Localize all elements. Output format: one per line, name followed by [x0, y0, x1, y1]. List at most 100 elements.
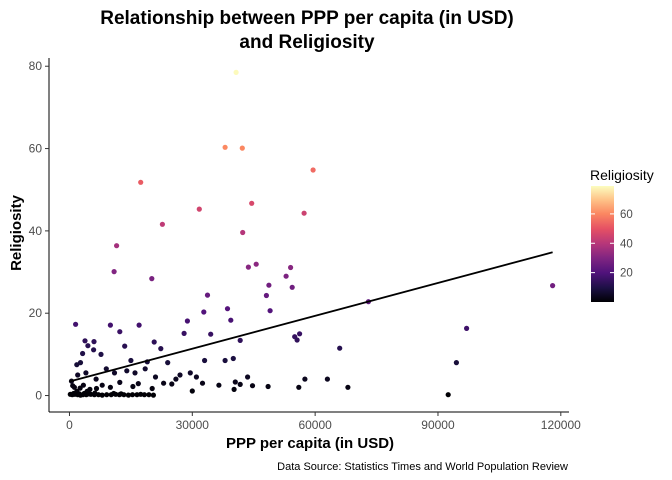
data-point	[92, 390, 98, 396]
data-point	[99, 392, 105, 398]
data-point	[111, 269, 117, 275]
data-point	[233, 69, 239, 75]
x-tick-label: 0	[66, 418, 73, 432]
data-point	[82, 338, 88, 344]
data-point	[118, 391, 124, 397]
y-tick-label: 0	[35, 389, 42, 403]
data-point	[445, 392, 451, 398]
chart-title-line-1: Relationship between PPP per capita (in …	[100, 8, 514, 29]
data-point	[173, 376, 179, 382]
trend-line	[69, 251, 553, 383]
data-point	[103, 366, 109, 372]
data-point	[80, 382, 86, 388]
data-point	[230, 355, 236, 362]
x-axis-title: PPP per capita (in USD)	[226, 435, 394, 452]
data-point	[81, 390, 87, 397]
data-point	[249, 200, 255, 206]
data-point	[114, 243, 120, 249]
data-point	[310, 167, 316, 173]
data-point	[169, 381, 175, 387]
y-tick-label: 60	[29, 142, 43, 156]
data-point	[216, 382, 222, 388]
data-point	[91, 347, 97, 353]
legend-tick-label: 20	[620, 268, 633, 280]
data-point	[107, 384, 113, 390]
y-axis-title: Religiosity	[8, 194, 25, 271]
data-point	[136, 322, 142, 328]
data-point	[161, 380, 167, 386]
data-point	[232, 379, 238, 385]
data-point	[245, 264, 251, 270]
data-point	[224, 306, 231, 312]
data-point	[91, 339, 97, 345]
data-point	[301, 210, 307, 216]
y-tick-label: 20	[29, 306, 43, 320]
data-point	[128, 357, 134, 364]
data-point	[453, 360, 459, 366]
data-point	[222, 357, 228, 364]
data-point	[150, 392, 156, 398]
data-point	[208, 331, 214, 337]
data-point	[141, 392, 147, 398]
data-point	[75, 372, 81, 378]
data-point	[294, 337, 300, 343]
data-point	[80, 350, 86, 357]
data-point	[159, 221, 165, 227]
data-point	[132, 370, 138, 376]
data-point	[289, 284, 295, 290]
data-point	[124, 368, 130, 374]
data-point	[297, 331, 303, 337]
data-point	[111, 390, 117, 397]
x-tick-label: 120000	[541, 418, 581, 432]
data-point	[201, 309, 207, 315]
data-point	[222, 144, 228, 150]
data-point	[122, 343, 128, 349]
data-point	[149, 276, 155, 282]
data-point	[76, 391, 82, 397]
data-point	[253, 261, 259, 267]
data-point	[117, 379, 123, 385]
legend-title: Religiosity	[590, 167, 654, 183]
data-point	[125, 392, 131, 398]
data-point	[296, 384, 302, 390]
chart-title-line-2: and Religiosity	[239, 32, 375, 53]
data-point	[177, 372, 183, 378]
data-point	[240, 229, 246, 236]
data-point	[98, 351, 104, 357]
data-point	[165, 360, 171, 366]
data-point	[193, 374, 199, 380]
data-point	[86, 391, 92, 397]
data-point	[138, 179, 144, 185]
data-point	[187, 370, 193, 376]
chart-caption: Data Source: Statistics Times and World …	[277, 461, 568, 473]
y-tick-label: 80	[29, 59, 43, 73]
data-point	[130, 383, 136, 390]
data-point	[93, 385, 100, 392]
data-point	[196, 206, 202, 212]
data-point	[324, 376, 330, 382]
y-axis: 0 20 40 60 80	[29, 59, 49, 403]
data-point	[550, 283, 556, 289]
data-point	[288, 264, 294, 271]
legend-tick-label: 60	[620, 209, 633, 221]
legend-colorbar	[591, 186, 614, 302]
data-point	[249, 383, 256, 389]
data-point	[85, 343, 91, 349]
data-point	[237, 337, 243, 343]
data-point	[73, 321, 79, 327]
data-point	[117, 329, 123, 335]
y-tick-label: 40	[29, 224, 43, 238]
data-point	[71, 390, 77, 397]
data-point	[93, 376, 99, 382]
legend: Religiosity 20 40 60	[590, 167, 654, 302]
data-point	[245, 374, 251, 380]
data-point	[263, 292, 269, 299]
data-point	[464, 325, 470, 331]
data-point	[265, 383, 271, 390]
data-point	[189, 388, 195, 394]
legend-ticks: 20 40 60	[591, 209, 633, 280]
data-point	[152, 374, 159, 380]
data-point	[158, 346, 164, 352]
data-point	[129, 392, 136, 398]
